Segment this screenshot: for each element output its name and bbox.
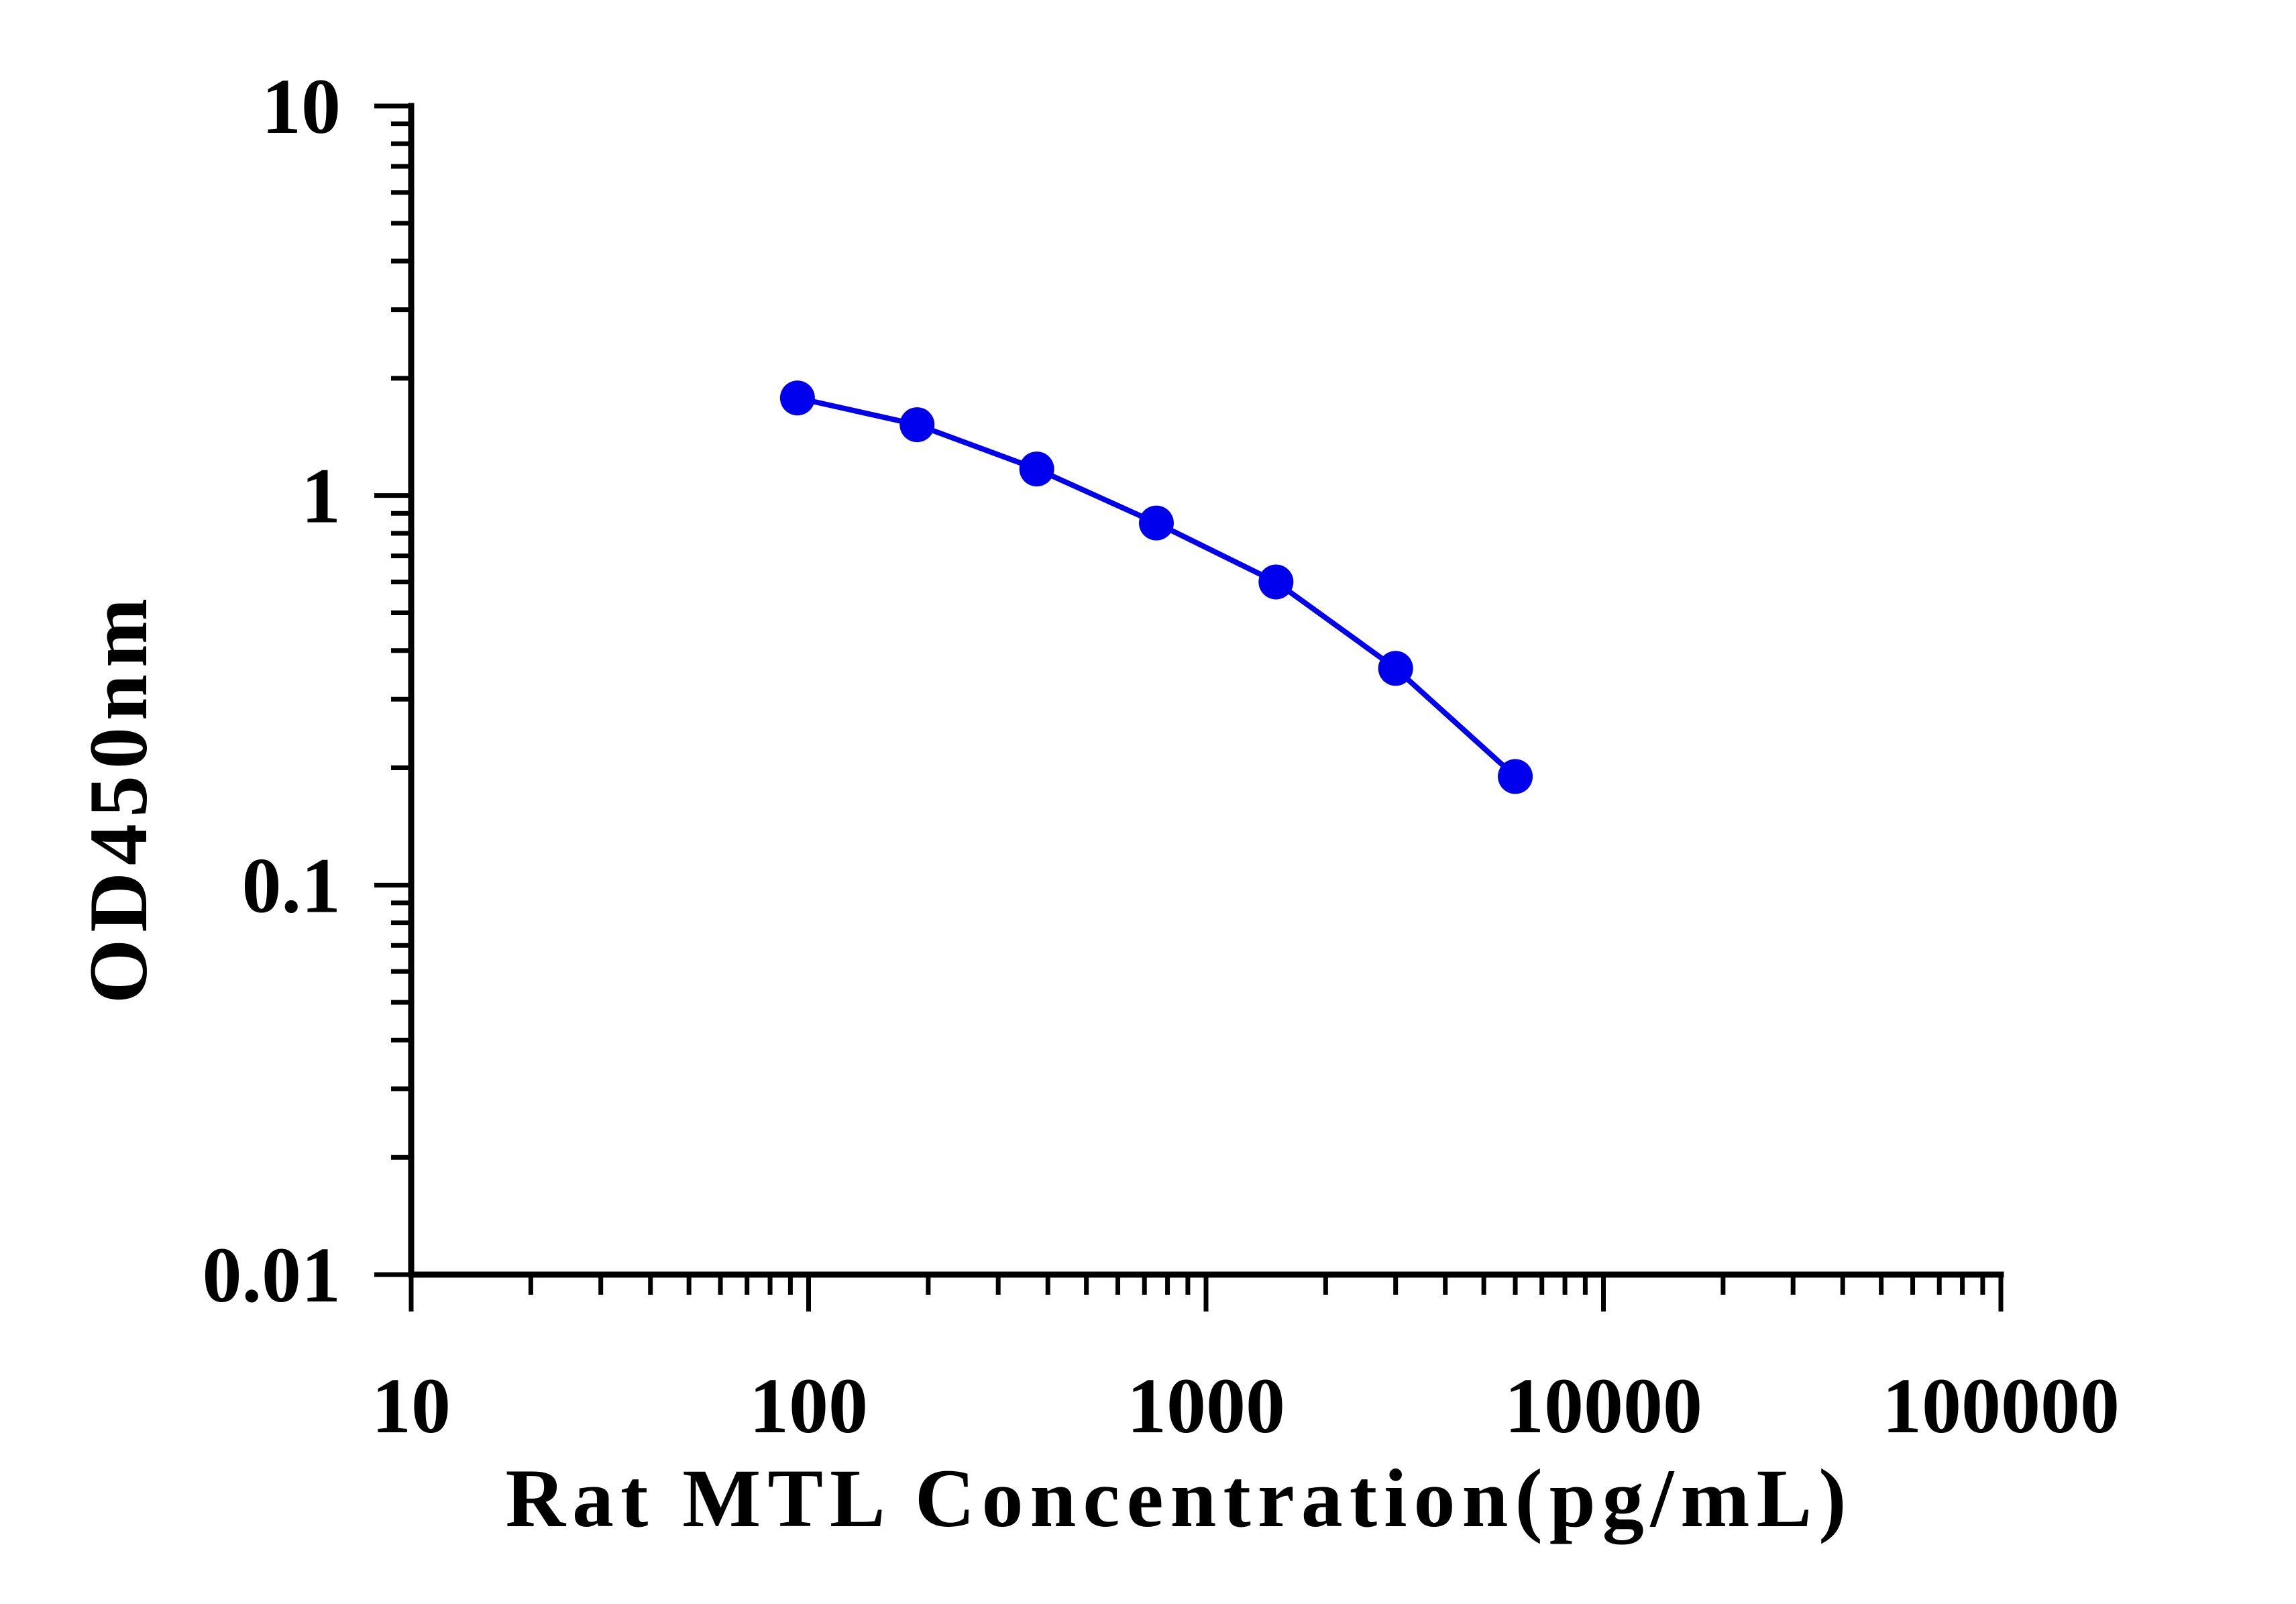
y-axis-title: OD450nm: [72, 592, 164, 1004]
x-axis-major-ticks: [408, 1275, 2004, 1312]
y-axis-tick-labels: 0.01 0.1 1 10: [203, 62, 341, 1319]
data-point: [899, 407, 935, 443]
data-point: [1019, 451, 1054, 487]
series-line: [797, 395, 1517, 779]
x-axis-tick-labels: 10 100 1000 10000 100000: [372, 1362, 2120, 1450]
y-tick-label: 0.01: [203, 1231, 341, 1319]
data-point: [779, 380, 815, 416]
series-layer: [779, 380, 1533, 794]
y-tick-label: 1: [301, 452, 341, 540]
y-axis-minor-ticks: [391, 121, 411, 1160]
data-point: [1378, 651, 1413, 686]
x-tick-label: 1000: [1127, 1362, 1285, 1450]
x-tick-label: 100000: [1882, 1362, 2120, 1450]
x-tick-label: 100: [749, 1362, 868, 1450]
y-tick-label: 0.1: [242, 841, 341, 929]
x-axis-title: Rat MTL Concentration(pg/mL): [505, 1452, 1853, 1545]
data-point: [1138, 505, 1174, 541]
x-tick-label: 10000: [1505, 1362, 1702, 1450]
data-point: [1498, 759, 1533, 794]
y-tick-label: 10: [262, 62, 341, 150]
x-tick-label: 10: [372, 1362, 451, 1450]
y-axis-major-ticks: [374, 103, 411, 1277]
data-point: [1258, 564, 1294, 600]
x-axis-minor-ticks: [528, 1275, 1985, 1295]
